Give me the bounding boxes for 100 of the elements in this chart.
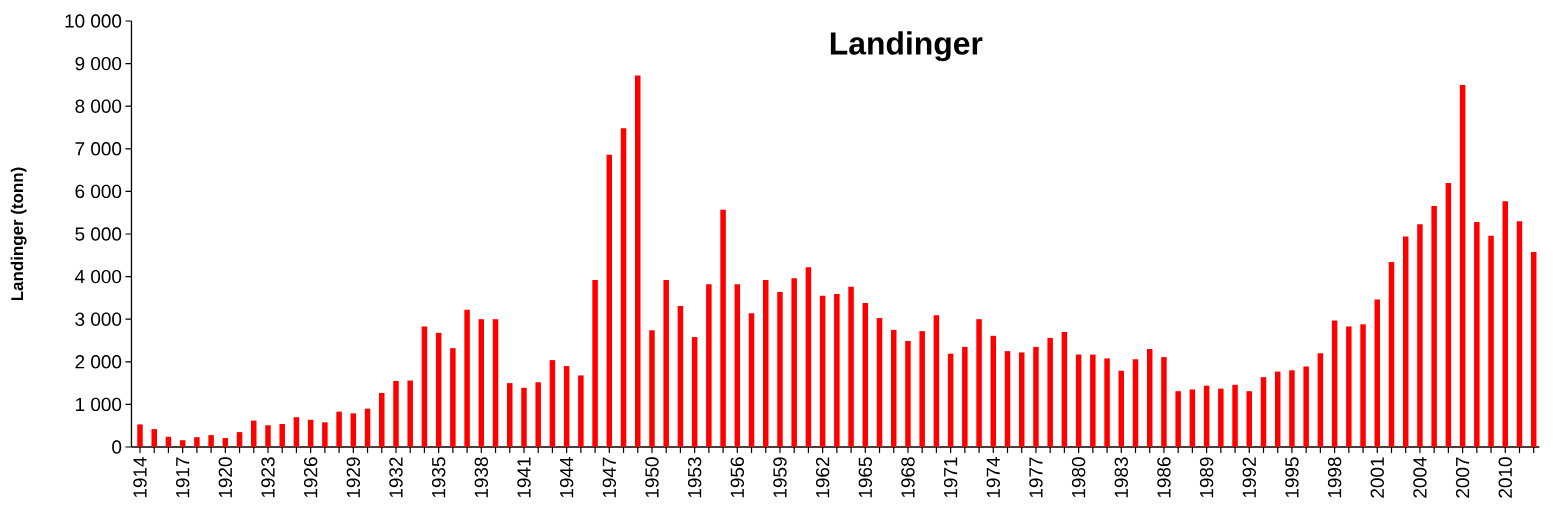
y-tick-label: 9 000 xyxy=(75,56,122,71)
x-tick-label: 1956 xyxy=(730,457,744,498)
bar xyxy=(578,375,584,447)
bar xyxy=(635,75,641,447)
bar xyxy=(1161,357,1167,447)
x-tick-label: 1953 xyxy=(687,457,702,498)
bar xyxy=(1203,385,1210,447)
bar xyxy=(1260,377,1267,447)
bar xyxy=(535,382,541,447)
bar xyxy=(663,280,669,447)
bar xyxy=(1146,349,1153,447)
bar xyxy=(1075,354,1082,447)
x-tick-label: 1980 xyxy=(1071,457,1086,498)
x-tick-label: 1923 xyxy=(261,457,275,498)
bar xyxy=(834,294,840,447)
bar xyxy=(151,429,157,447)
bar xyxy=(763,280,769,447)
bar xyxy=(1360,324,1366,447)
bar xyxy=(1033,346,1039,447)
bar xyxy=(251,420,257,447)
bar xyxy=(805,267,812,447)
bar xyxy=(1431,205,1437,447)
bar xyxy=(1317,353,1324,447)
bar xyxy=(720,209,726,447)
bar xyxy=(1388,262,1395,447)
x-tick-label: 1935 xyxy=(431,457,446,498)
bar xyxy=(1104,358,1110,447)
bar xyxy=(876,317,883,447)
x-tick-label: 1941 xyxy=(517,457,531,498)
bar xyxy=(1502,201,1509,447)
bar xyxy=(492,319,499,447)
bar xyxy=(1303,366,1309,447)
bar xyxy=(1459,84,1466,447)
x-tick-label: 1986 xyxy=(1157,457,1171,498)
bar xyxy=(1232,384,1238,447)
bar xyxy=(1218,388,1224,447)
bar xyxy=(1374,299,1381,447)
x-tick-label: 1929 xyxy=(346,457,361,498)
bar xyxy=(1175,391,1181,447)
x-tick-label: 1938 xyxy=(474,457,489,498)
x-tick-label: 1950 xyxy=(645,457,659,498)
y-tick-label: 7 000 xyxy=(75,142,122,156)
bar xyxy=(748,313,755,447)
bar xyxy=(706,284,712,447)
bar xyxy=(379,392,385,447)
x-tick-label: 2001 xyxy=(1370,457,1384,498)
x-tick-label: 1917 xyxy=(175,457,190,498)
bar xyxy=(222,438,229,447)
bar xyxy=(1516,221,1523,447)
bar xyxy=(677,305,684,447)
chart-title: Landinger xyxy=(830,31,983,62)
bar xyxy=(350,413,357,447)
bar xyxy=(293,417,300,447)
bar xyxy=(563,366,570,447)
x-tick-label: 1926 xyxy=(303,457,318,498)
bar xyxy=(777,291,783,447)
bar xyxy=(336,411,342,447)
bar xyxy=(962,346,968,447)
y-tick-label: 6 000 xyxy=(75,184,122,199)
bar xyxy=(208,435,214,447)
bar xyxy=(734,284,741,447)
bar xyxy=(1118,370,1125,447)
bar xyxy=(1331,320,1338,447)
bar xyxy=(947,353,954,447)
bar xyxy=(606,154,613,447)
x-tick-label: 1947 xyxy=(602,457,617,498)
bar xyxy=(1132,359,1139,447)
x-tick-label: 1962 xyxy=(815,457,830,498)
bar xyxy=(137,424,143,447)
bar xyxy=(478,319,485,447)
bar xyxy=(1488,235,1494,447)
y-tick-label: 8 000 xyxy=(75,99,122,113)
bar xyxy=(194,437,200,447)
x-tick-label: 1983 xyxy=(1114,457,1128,498)
x-tick-label: 1965 xyxy=(858,457,872,498)
x-tick-label: 1974 xyxy=(986,457,1000,498)
bar xyxy=(1189,389,1196,447)
bar xyxy=(1417,224,1423,447)
bar xyxy=(791,278,797,447)
bar xyxy=(265,425,271,447)
bar xyxy=(1530,251,1537,447)
x-tick-label: 2007 xyxy=(1455,457,1470,498)
bar xyxy=(521,387,527,447)
bar xyxy=(1445,182,1452,447)
bar xyxy=(307,419,314,447)
bar xyxy=(549,360,556,447)
x-tick-label: 1998 xyxy=(1327,457,1342,498)
bar xyxy=(1047,337,1053,447)
bar xyxy=(393,380,399,447)
bar xyxy=(905,340,911,447)
bar xyxy=(649,330,655,447)
x-tick-label: 1989 xyxy=(1199,457,1214,498)
bar xyxy=(435,332,442,447)
bar xyxy=(1346,326,1352,447)
x-tick-label: 1944 xyxy=(559,457,574,498)
bar xyxy=(407,380,413,447)
y-tick-label: 1 000 xyxy=(76,397,122,412)
y-tick-label: 4 000 xyxy=(75,269,122,284)
bar xyxy=(1004,351,1011,447)
y-axis-title: Landinger (tonn) xyxy=(10,167,27,301)
